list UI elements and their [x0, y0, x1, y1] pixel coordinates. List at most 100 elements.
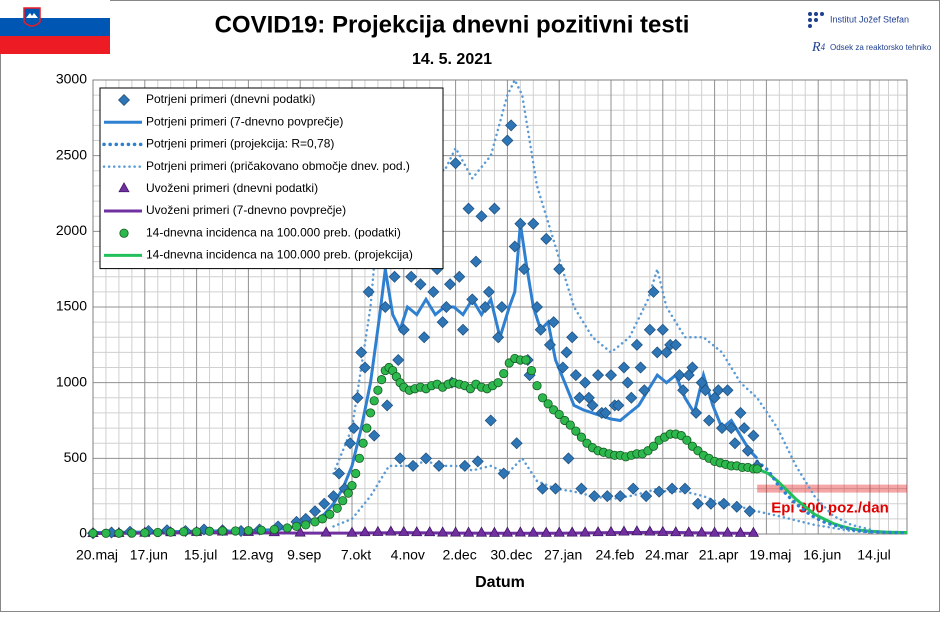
circle-marker	[243, 526, 253, 536]
x-axis-label: Datum	[475, 574, 525, 591]
circle-marker	[571, 426, 581, 436]
diamond-marker	[747, 429, 760, 442]
circle-marker	[179, 527, 189, 537]
triangle-marker	[475, 526, 488, 537]
circle-marker	[256, 525, 266, 535]
circle-marker	[269, 524, 279, 535]
circle-marker	[543, 399, 553, 409]
circle-marker	[537, 393, 548, 403]
diamond-marker	[427, 285, 440, 298]
circle-marker	[369, 396, 379, 406]
circle-marker	[532, 381, 542, 391]
diamond-marker	[575, 482, 588, 495]
institute: Institut Jožef Stefan	[830, 14, 909, 24]
circle-marker	[358, 438, 368, 448]
diamond-marker	[712, 384, 725, 397]
circle-marker	[332, 503, 342, 513]
triangle-marker	[540, 526, 552, 537]
diamond-marker	[479, 301, 492, 313]
diamond-marker	[738, 422, 751, 435]
legend-box	[99, 87, 444, 270]
diamond-marker	[634, 361, 647, 374]
diamond-marker	[741, 444, 754, 457]
triangle-marker	[734, 526, 747, 537]
diamond-marker	[475, 210, 488, 223]
diamond-marker	[579, 376, 592, 389]
diamond-marker	[501, 134, 514, 147]
diamond-marker	[643, 323, 656, 336]
logo: R4	[808, 12, 826, 55]
circle-marker	[291, 521, 302, 532]
triangle-marker	[385, 525, 397, 536]
diamond-marker	[388, 270, 401, 283]
diamond-marker	[614, 490, 627, 503]
circle-marker	[127, 528, 137, 538]
diamond-marker	[405, 270, 418, 283]
circle-marker	[362, 423, 372, 433]
diamond-marker	[621, 376, 634, 389]
triangle-marker	[579, 526, 591, 537]
diamond-marker	[505, 119, 518, 132]
diamond-marker	[704, 497, 717, 510]
diamond-marker	[673, 369, 686, 382]
x-tick-label: 21.apr	[699, 547, 739, 563]
triangle-marker	[721, 526, 734, 537]
diamond-marker	[495, 301, 508, 313]
triangle-marker	[527, 526, 539, 537]
diamond-marker	[653, 485, 666, 498]
diamond-marker	[418, 331, 431, 344]
triangle-marker	[488, 526, 501, 537]
x-tick-label: 19.maj	[749, 547, 791, 563]
diamond-marker	[691, 497, 704, 510]
x-tick-label: 24.mar	[645, 547, 689, 563]
x-tick-label: 4.nov	[391, 547, 425, 563]
diamond-marker	[368, 429, 381, 442]
triangle-marker	[514, 526, 526, 537]
x-tick-label: 24.feb	[596, 547, 635, 563]
diamond-marker	[309, 505, 321, 518]
diamond-marker	[717, 497, 730, 510]
diamond-marker	[617, 361, 630, 374]
diamond-marker	[394, 452, 407, 465]
threshold-band	[757, 484, 907, 493]
diamond-marker	[625, 391, 638, 404]
diamond-marker	[531, 301, 543, 313]
x-tick-label: 27.jan	[544, 547, 582, 563]
diamond-marker	[351, 391, 364, 404]
legend-label: Potrjeni primeri (pričakovano območje dn…	[146, 159, 410, 173]
circle-marker	[282, 523, 292, 533]
diamond-marker	[599, 406, 612, 419]
triangle-marker	[657, 525, 669, 536]
triangle-marker	[118, 182, 130, 193]
diamond-marker	[640, 490, 653, 503]
circle-marker	[682, 435, 692, 445]
diamond-marker	[118, 94, 130, 106]
legend-label: 14-dnevna incidenca na 100.000 preb. (pr…	[146, 248, 413, 262]
triangle-marker	[320, 526, 332, 537]
diamond-marker	[730, 500, 743, 513]
triangle-marker	[618, 525, 630, 536]
diamond-marker	[527, 217, 540, 230]
triangle-marker	[437, 526, 449, 537]
triangle-marker	[696, 526, 708, 537]
diamond-marker	[420, 452, 432, 465]
diamond-marker	[647, 285, 660, 298]
flag	[0, 0, 110, 54]
diamond-marker	[508, 240, 521, 253]
diamond-marker	[728, 437, 741, 450]
diamond-marker	[497, 467, 510, 480]
threshold-label: Epi 300 poz./dan	[771, 500, 889, 517]
diamond-marker	[656, 323, 669, 336]
diamond-marker	[484, 414, 497, 427]
diamond-marker	[453, 270, 466, 283]
diamond-marker	[392, 353, 405, 366]
diamond-marker	[514, 217, 527, 230]
chart-subtitle: 14. 5. 2021	[412, 51, 492, 68]
diamond-marker	[586, 399, 599, 412]
diamond-marker	[407, 459, 420, 472]
triangle-marker	[566, 526, 578, 537]
legend-label: Uvoženi primeri (7-dnevno povprečje)	[146, 203, 346, 217]
triangle-marker	[372, 525, 384, 536]
diamond-marker	[462, 202, 475, 215]
